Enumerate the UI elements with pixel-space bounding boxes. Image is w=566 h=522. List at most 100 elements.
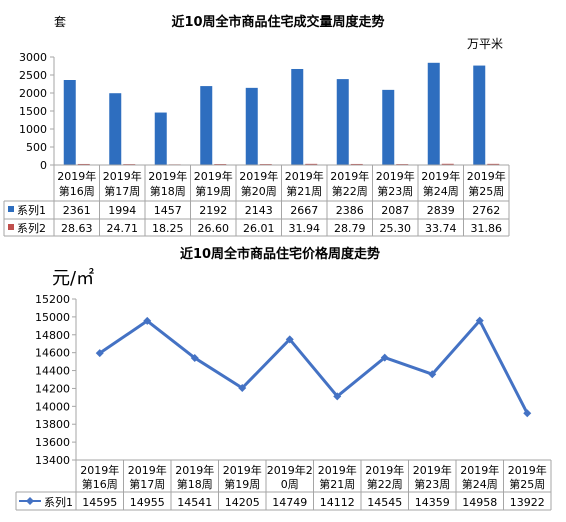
chart1-bar-series2	[305, 163, 318, 165]
chart2-series1-point	[238, 383, 247, 392]
chart2-x-tick-label: 第18周	[177, 477, 213, 491]
chart2-x-tick-label: 2019年	[318, 463, 357, 477]
chart1-table-value-series2: 26.60	[198, 222, 230, 235]
chart2-y-tick-label: 15200	[35, 293, 70, 306]
chart1-legend-key-series2	[8, 224, 14, 230]
chart2-series1-point	[190, 353, 199, 362]
chart1-table-value-series1: 2192	[199, 204, 227, 217]
chart2-legend-key-marker	[26, 497, 34, 505]
chart2-y-tick-label: 14400	[35, 365, 70, 378]
chart2-y-tick-label: 14800	[35, 329, 70, 342]
chart1-bar-series2	[487, 163, 500, 165]
chart1-x-tick-label: 第18周	[150, 184, 186, 198]
chart1-x-tick-label: 2019年	[330, 169, 369, 183]
chart2-x-tick-label: 第24周	[462, 477, 498, 491]
chart1-ylabel-right: 万平米	[467, 37, 503, 51]
chart1-table-value-series2: 26.01	[243, 222, 275, 235]
chart2-table-value-series1: 14958	[462, 496, 497, 509]
chart2-x-tick-label: 第22周	[367, 477, 403, 491]
chart2-table-value-series1: 14749	[272, 496, 307, 509]
chart1-bar-series1	[245, 87, 258, 165]
chart1-bar-series1	[336, 79, 349, 165]
chart1-y-tick-label: 1000	[19, 123, 47, 136]
chart2-x-tick-label: 2019年	[128, 463, 167, 477]
chart1-bar-series1	[63, 80, 76, 165]
chart2-table-value-series1: 14359	[415, 496, 450, 509]
chart2-x-tick-label: 2019年	[80, 463, 119, 477]
chart2-ylabel: 元/㎡	[52, 267, 94, 289]
chart1-x-tick-label: 第20周	[241, 184, 277, 198]
chart2-series1-point	[95, 349, 104, 358]
chart2-table-value-series1: 14112	[320, 496, 355, 509]
chart1-x-tick-label: 2019年	[57, 169, 96, 183]
chart2-table-value-series1: 14595	[82, 496, 117, 509]
chart1-table-value-series2: 33.74	[425, 222, 457, 235]
chart1-table-value-series2: 24.71	[107, 222, 139, 235]
chart1-bar-series2	[350, 163, 363, 165]
chart1-x-tick-label: 第17周	[104, 184, 140, 198]
chart1-table-value-series1: 2087	[381, 204, 409, 217]
chart2-series1-point	[475, 316, 484, 325]
chart2-y-tick-label: 14200	[35, 382, 70, 395]
chart1-table-value-series1: 2839	[427, 204, 455, 217]
chart2-x-tick-label: 第25周	[509, 477, 545, 491]
chart1-table-value-series1: 1994	[108, 204, 136, 217]
chart1-x-tick-label: 2019年	[285, 169, 324, 183]
chart2-table-value-series1: 14955	[130, 496, 165, 509]
chart1-legend-key-series1	[8, 206, 14, 212]
chart2-table-value-series1: 13922	[510, 496, 545, 509]
chart1-bar-series1	[473, 65, 486, 165]
chart2-x-tick-label: 2019年	[223, 463, 262, 477]
chart2-x-tick-label: 第21周	[319, 477, 355, 491]
chart1-x-tick-label: 2019年	[376, 169, 415, 183]
chart1-table-value-series2: 25.30	[380, 222, 412, 235]
chart2-y-tick-label: 13400	[35, 454, 70, 467]
chart1-bar-series1	[200, 86, 213, 165]
chart2-series1-point	[428, 370, 437, 379]
chart1-x-tick-label: 第25周	[468, 184, 504, 198]
chart1-table-value-series2: 28.79	[334, 222, 366, 235]
chart2-x-tick-label: 2019年2	[267, 463, 313, 477]
chart2-x-tick-label: 2019年	[508, 463, 547, 477]
chart2-series1-point	[143, 316, 152, 325]
chart1-x-tick-label: 第23周	[377, 184, 413, 198]
chart1-x-tick-label: 第24周	[423, 184, 459, 198]
chart1-bar-series1	[109, 93, 122, 165]
chart1-table-value-series1: 2667	[290, 204, 318, 217]
chart1-bar-series1	[291, 68, 304, 165]
chart1-x-tick-label: 2019年	[421, 169, 460, 183]
chart2-y-tick-label: 14600	[35, 347, 70, 360]
chart1-x-tick-label: 2019年	[103, 169, 142, 183]
chart1-title: 近10周全市商品住宅成交量周度走势	[171, 14, 384, 30]
chart1-bar-series1	[427, 62, 440, 165]
chart1-x-tick-label: 2019年	[148, 169, 187, 183]
chart2-title: 近10周全市商品住宅价格周度走势	[180, 246, 380, 262]
chart1-x-tick-label: 2019年	[239, 169, 278, 183]
chart2-table-value-series1: 14205	[225, 496, 260, 509]
chart2-table-value-series1: 14541	[177, 496, 212, 509]
chart1-table-value-series1: 2143	[245, 204, 273, 217]
chart1-y-tick-label: 3000	[19, 51, 47, 64]
chart1-y-tick-label: 2000	[19, 87, 47, 100]
chart1-table-value-series1: 2386	[336, 204, 364, 217]
chart1-table-value-series2: 18.25	[152, 222, 184, 235]
chart1-legend-series1: 系列1	[17, 203, 46, 217]
chart1-x-tick-label: 第16周	[59, 184, 95, 198]
chart2-y-tick-label: 15000	[35, 311, 70, 324]
chart2-y-tick-label: 14000	[35, 400, 70, 413]
chart2-series1-point	[523, 409, 532, 418]
chart1-legend-series2: 系列2	[17, 221, 46, 235]
chart2-series1-point	[333, 392, 342, 401]
chart1-table-value-series1: 2361	[63, 204, 91, 217]
chart2-x-tick-label: 2019年	[175, 463, 214, 477]
chart2-x-tick-label: 2019年	[460, 463, 499, 477]
chart2-x-tick-label: 第16周	[82, 477, 118, 491]
chart1-bar-series1	[154, 112, 167, 165]
chart1-table-value-series1: 1457	[154, 204, 182, 217]
chart2-series1-point	[285, 335, 294, 344]
chart1-x-tick-label: 第21周	[286, 184, 322, 198]
chart1-table-value-series2: 31.94	[289, 222, 321, 235]
chart1-bar-series2	[77, 163, 90, 165]
chart1-y-tick-label: 2500	[19, 69, 47, 82]
